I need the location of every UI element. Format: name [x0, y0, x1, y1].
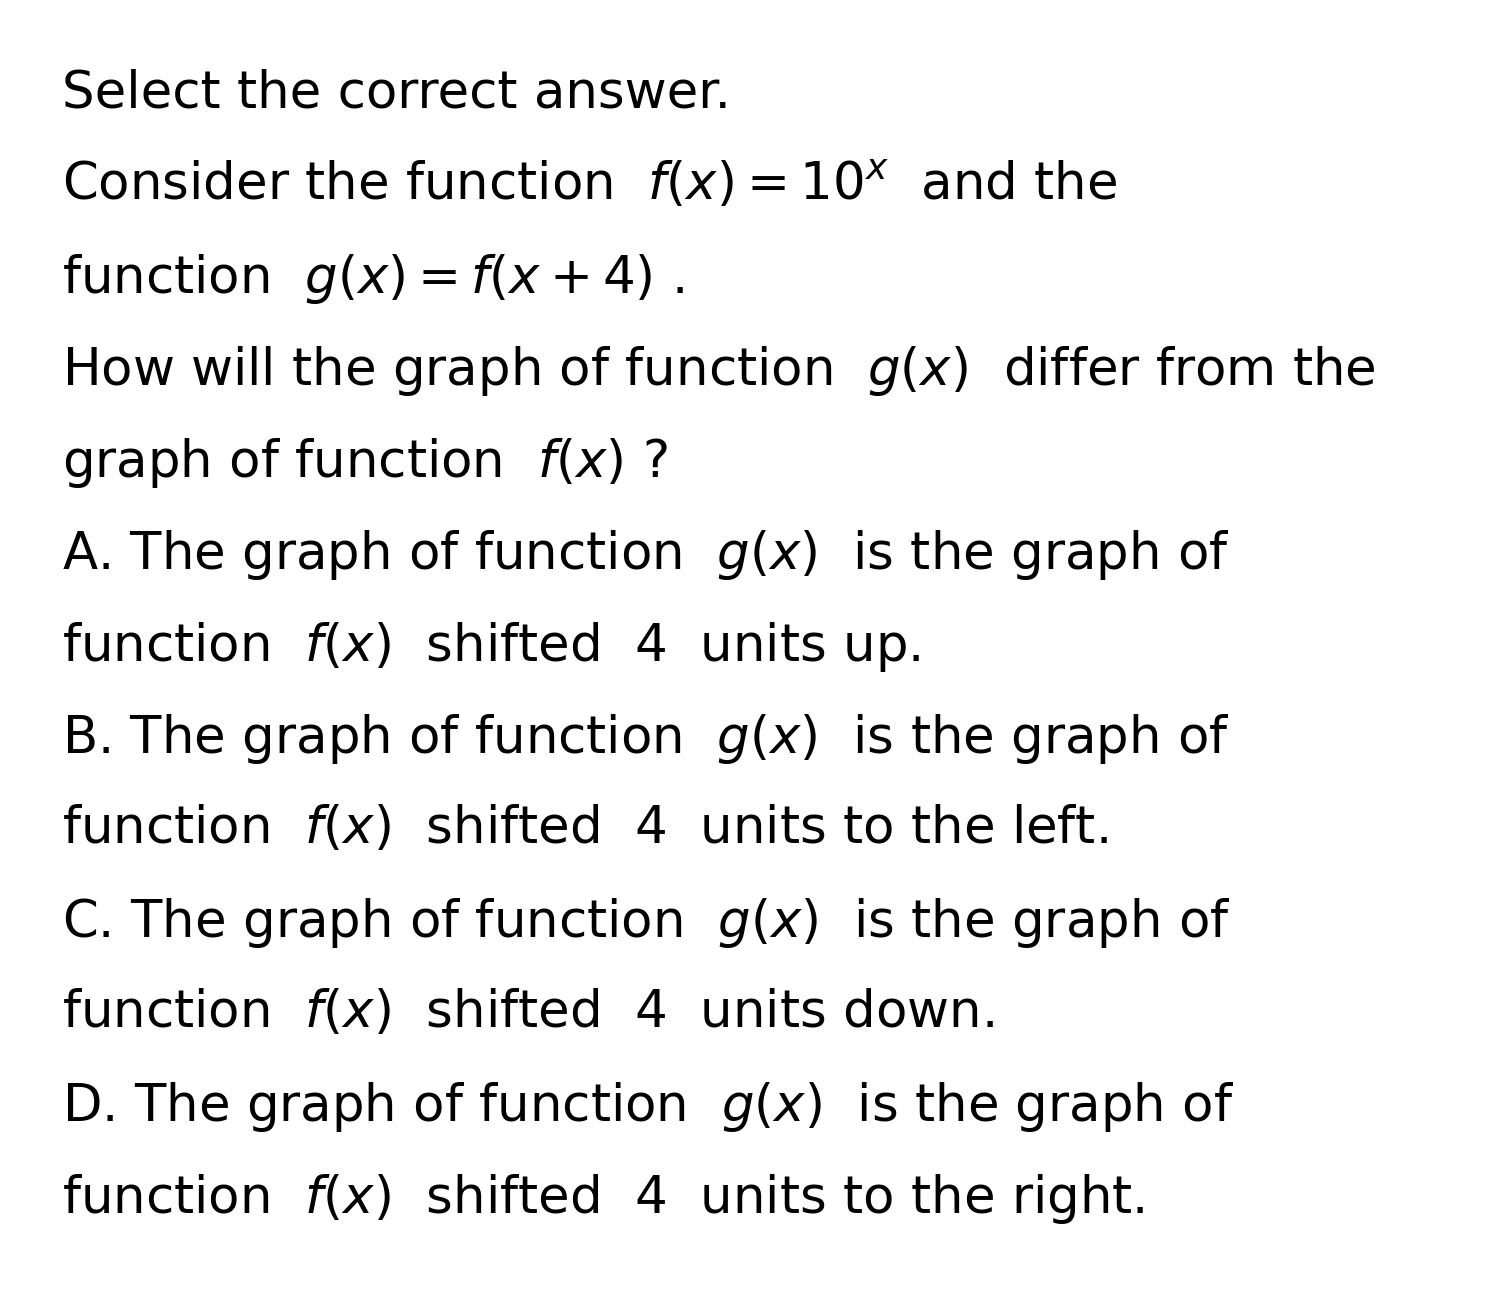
Text: function  $g(x) = f(x+4)$ .: function $g(x) = f(x+4)$ . — [62, 251, 684, 307]
Text: function  $f(x)$  shifted  $4$  units up.: function $f(x)$ shifted $4$ units up. — [62, 620, 921, 674]
Text: B. The graph of function  $g(x)$  is the graph of: B. The graph of function $g(x)$ is the g… — [62, 712, 1230, 766]
Text: function  $f(x)$  shifted  $4$  units down.: function $f(x)$ shifted $4$ units down. — [62, 988, 994, 1038]
Text: Consider the function  $f(x) = 10^{x}$  and the: Consider the function $f(x) = 10^{x}$ an… — [62, 161, 1118, 211]
Text: A. The graph of function  $g(x)$  is the graph of: A. The graph of function $g(x)$ is the g… — [62, 528, 1230, 582]
Text: C. The graph of function  $g(x)$  is the graph of: C. The graph of function $g(x)$ is the g… — [62, 896, 1230, 950]
Text: D. The graph of function  $g(x)$  is the graph of: D. The graph of function $g(x)$ is the g… — [62, 1080, 1234, 1134]
Text: function  $f(x)$  shifted  $4$  units to the left.: function $f(x)$ shifted $4$ units to the… — [62, 804, 1108, 854]
Text: How will the graph of function  $g(x)$  differ from the: How will the graph of function $g(x)$ di… — [62, 343, 1376, 397]
Text: function  $f(x)$  shifted  $4$  units to the right.: function $f(x)$ shifted $4$ units to the… — [62, 1173, 1144, 1227]
Text: Select the correct answer.: Select the correct answer. — [62, 68, 730, 118]
Text: graph of function  $f(x)$ ?: graph of function $f(x)$ ? — [62, 436, 668, 490]
